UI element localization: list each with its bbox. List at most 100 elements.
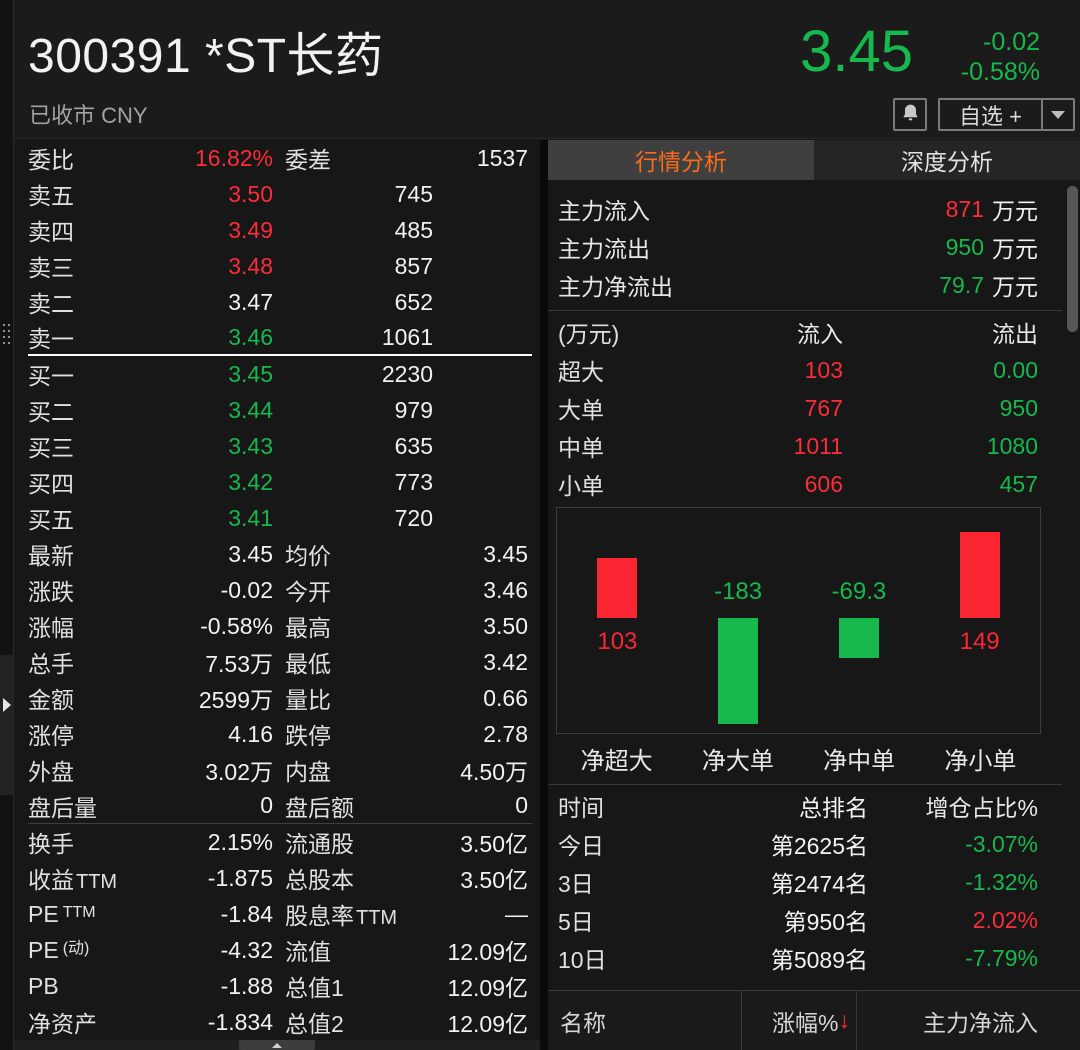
bid-volume: 773 — [394, 468, 433, 495]
tab-depth-analysis[interactable]: 深度分析 — [814, 140, 1080, 180]
stat-value-2: 12.09亿 — [447, 939, 528, 965]
stat-value-1: -1.84 — [220, 900, 273, 927]
bid-row[interactable]: 买四 3.42 773 — [28, 464, 532, 500]
bar-chart-category-labels: 净超大 净大单 净中单 净小单 — [556, 738, 1041, 778]
net-flow-bar-chart: 103 -183 -69.3 149 — [556, 507, 1041, 734]
add-watchlist-button[interactable]: 自选 + — [959, 103, 1022, 129]
order-size-label: 小单 — [558, 473, 604, 499]
expand-panel-arrow-icon[interactable] — [3, 698, 11, 712]
bottom-panel-expand-handle[interactable] — [239, 1040, 315, 1050]
splitter-thumb[interactable] — [0, 655, 13, 795]
bid-row[interactable]: 买三 3.43 635 — [28, 428, 532, 464]
flow-table-row: 中单 1011 1080 — [558, 427, 1038, 465]
bar-net-small: 149 — [919, 508, 1040, 733]
inflow-value: 767 — [804, 394, 843, 421]
weibi-row: 委比 16.82% 委差 1537 — [28, 140, 532, 176]
bar-value-label: 149 — [959, 628, 1000, 655]
ranking-list-header: 名称 涨幅% ↓ 主力净流入 — [548, 990, 1080, 1050]
bid-row[interactable]: 买五 3.41 720 — [28, 500, 532, 536]
flow-unit: 万元 — [992, 198, 1038, 224]
watchlist-button-group: 自选 + — [938, 98, 1075, 131]
rank-value: 第2474名 — [770, 871, 868, 897]
stat-label-1: 涨停 — [28, 723, 74, 749]
stat-value-1: 3.45 — [228, 540, 273, 567]
bottom-splitter[interactable] — [14, 1040, 540, 1050]
bid-volume: 2230 — [381, 360, 433, 387]
watchlist-dropdown-button[interactable] — [1041, 100, 1073, 129]
rank-row: 10日 第5089名 -7.79% — [558, 939, 1038, 977]
stat-value-1: 0 — [260, 792, 273, 818]
stat-label-2: 总值1 — [285, 975, 344, 1001]
name-column-header[interactable]: 名称 — [548, 991, 742, 1050]
inflow-value: 103 — [804, 356, 843, 383]
flow-unit: 万元 — [992, 236, 1038, 262]
bid-price: 3.41 — [228, 504, 273, 531]
ask-row[interactable]: 卖三 3.48 857 — [28, 248, 532, 284]
ask-price: 3.48 — [228, 252, 273, 279]
stat-label-1: 收益 TTM — [28, 867, 118, 893]
chevron-up-icon — [272, 1042, 282, 1048]
stat-row: 最新 3.45 均价 3.45 — [28, 536, 532, 572]
order-size-label: 超大 — [558, 359, 604, 385]
flow-breakdown-table: (万元) 流入 流出 超大 103 0.00 大单 767 950 中单 — [548, 311, 1080, 503]
stat-value-2: 4.50万 — [460, 759, 528, 785]
ask-row[interactable]: 卖二 3.47 652 — [28, 284, 532, 320]
bid-price: 3.43 — [228, 432, 273, 459]
position-pct-value: 2.02% — [972, 906, 1038, 933]
stat-row: 盘后量 0 盘后额 0 — [28, 788, 532, 824]
stat-label-2: 流通股 — [285, 831, 354, 857]
net-inflow-column-header[interactable]: 主力净流入 — [923, 1009, 1038, 1036]
stock-code-name: 300391 *ST长药 — [28, 30, 384, 83]
stat-label-1: 总手 — [28, 651, 74, 677]
panel-divider[interactable] — [540, 140, 548, 1050]
left-splitter[interactable] — [0, 0, 14, 1050]
category-label: 净小单 — [944, 747, 1017, 775]
stat-row: 涨跌 -0.02 今开 3.46 — [28, 572, 532, 608]
bar — [838, 618, 879, 659]
bid-price: 3.42 — [228, 468, 273, 495]
bid-level-label: 买三 — [28, 435, 74, 461]
rank-header: 总排名 — [799, 795, 868, 821]
main-flow-row: 主力流入 871 万元 — [558, 190, 1038, 228]
stat-label-1: 外盘 — [28, 759, 74, 785]
vertical-scrollbar-thumb[interactable] — [1067, 186, 1078, 332]
chevron-down-icon — [1051, 110, 1065, 119]
change-pct-sort-header[interactable]: 涨幅% ↓ — [742, 991, 857, 1050]
main-flow-summary: 主力流入 871 万元 主力流出 950 万元 主力净流出 79.7 万元 — [548, 180, 1080, 304]
drag-handle-icon[interactable] — [3, 324, 5, 326]
stat-value-1: 3.02万 — [205, 759, 273, 785]
bid-price: 3.45 — [228, 360, 273, 387]
category-label: 净大单 — [701, 747, 774, 775]
separator — [548, 310, 1062, 311]
stat-row: 涨停 4.16 跌停 2.78 — [28, 716, 532, 752]
stat-row: 净资产 -1.834 总值2 12.09亿 — [28, 1004, 532, 1040]
quote-header: 300391 *ST长药 已收市 CNY 3.45 -0.02 -0.58% 自… — [14, 0, 1080, 139]
stat-value-1: 7.53万 — [205, 651, 273, 677]
stat-label-1: 最新 — [28, 543, 74, 569]
price-alert-button[interactable] — [893, 98, 927, 131]
stat-value-1: 2599万 — [198, 687, 273, 713]
weicha-label: 委差 — [285, 147, 331, 173]
stat-value-1: -0.58% — [200, 612, 273, 639]
stat-label-2: 跌停 — [285, 723, 331, 749]
flow-value: 871 — [945, 195, 984, 222]
bid-row[interactable]: 买一 3.45 2230 — [28, 356, 532, 392]
bar — [597, 558, 638, 618]
bid-level-label: 买二 — [28, 399, 74, 425]
price-change-block: -0.02 -0.58% — [961, 27, 1040, 87]
bid-level-label: 买一 — [28, 363, 74, 389]
order-size-label: 大单 — [558, 397, 604, 423]
stat-row: PE TTM -1.84 股息率 TTM — — [28, 896, 532, 932]
stat-value-2: 3.50 — [483, 612, 528, 639]
stat-value-1: 2.15% — [207, 828, 273, 855]
ask-price: 3.50 — [228, 180, 273, 207]
bid-row[interactable]: 买二 3.44 979 — [28, 392, 532, 428]
ask-row[interactable]: 卖四 3.49 485 — [28, 212, 532, 248]
ask-row[interactable]: 卖一 3.46 1061 — [28, 320, 532, 356]
tab-market-analysis[interactable]: 行情分析 — [548, 140, 814, 180]
ask-row[interactable]: 卖五 3.50 745 — [28, 176, 532, 212]
order-size-label: 中单 — [558, 435, 604, 461]
inflow-value: 606 — [804, 470, 843, 497]
price-change: -0.02 — [983, 28, 1040, 56]
